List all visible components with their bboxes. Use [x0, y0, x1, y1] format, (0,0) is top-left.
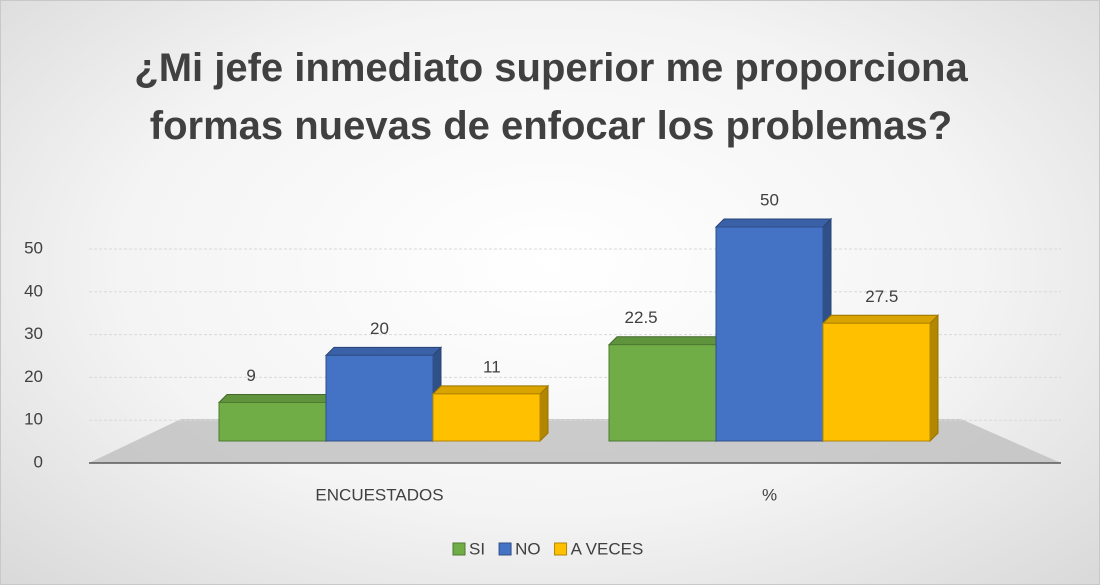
y-tick-label: 0	[34, 452, 43, 471]
y-tick-label: 30	[24, 324, 43, 343]
data-label: 27.5	[865, 287, 898, 306]
bar-front	[608, 344, 717, 442]
bar-front	[218, 401, 327, 442]
legend-label: SI	[469, 539, 485, 558]
bar-front	[822, 322, 931, 442]
bar-front	[715, 226, 824, 442]
data-label: 22.5	[625, 308, 658, 327]
y-tick-label: 10	[24, 410, 43, 429]
bar	[714, 217, 833, 443]
bar-top	[821, 314, 940, 324]
legend-swatch	[498, 542, 512, 556]
data-label: 50	[760, 190, 779, 209]
legend-label: NO	[515, 539, 541, 558]
bar-top	[607, 336, 726, 346]
bar-top	[431, 385, 550, 395]
bar-top	[217, 393, 336, 403]
legend-swatch	[554, 542, 568, 556]
bar	[217, 393, 336, 443]
chart-title: ¿Mi jefe inmediato superior me proporcio…	[134, 46, 968, 148]
bar-front	[325, 354, 434, 442]
bar-top	[324, 346, 443, 356]
bar	[821, 314, 940, 443]
bar	[607, 335, 726, 443]
bar-top	[714, 218, 833, 228]
data-label: 9	[246, 366, 255, 385]
data-label: 20	[370, 319, 389, 338]
bar-front	[432, 393, 541, 442]
bar-side	[539, 384, 549, 443]
y-tick-label: 40	[24, 281, 43, 300]
bar-side	[929, 314, 939, 443]
legend-label: A VECES	[571, 539, 644, 558]
y-tick-label: 50	[24, 238, 43, 257]
y-tick-label: 20	[24, 367, 43, 386]
data-label: 11	[483, 357, 501, 376]
bar	[431, 384, 550, 443]
bar	[324, 346, 443, 443]
legend-swatch	[452, 542, 466, 556]
x-tick-label: ENCUESTADOS	[315, 485, 443, 504]
x-tick-label: %	[762, 485, 777, 504]
